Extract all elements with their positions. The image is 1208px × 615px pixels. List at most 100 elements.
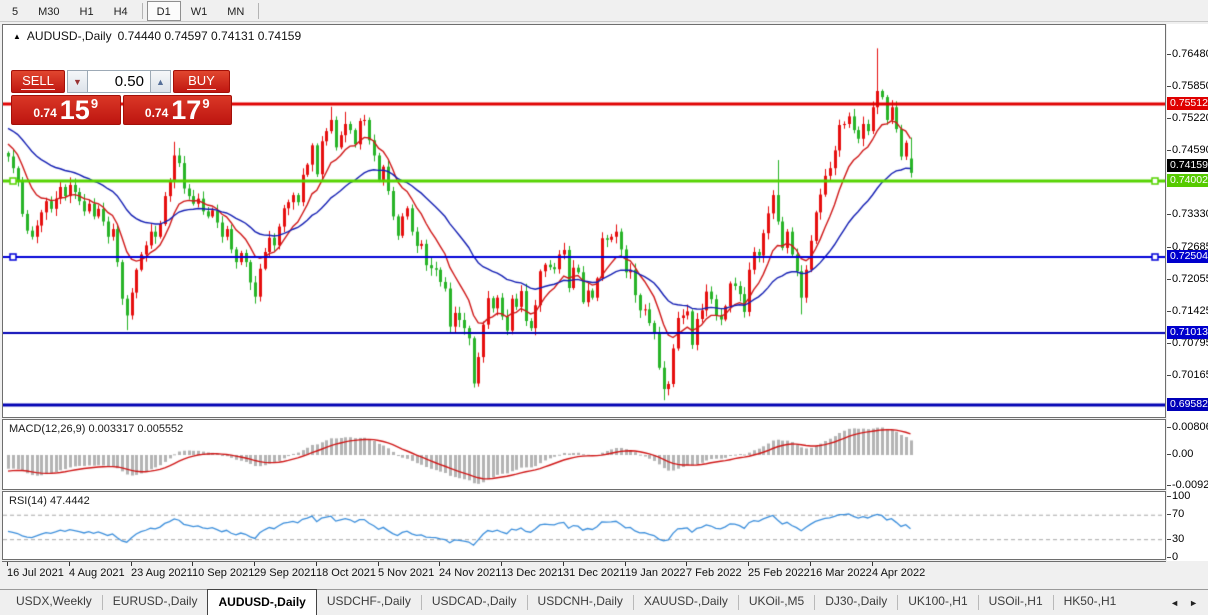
- symbol-tab-EURUSD-Daily[interactable]: EURUSD-,Daily: [112, 594, 198, 608]
- axis-tick-mark: [1167, 514, 1171, 515]
- price-tick-0.70165: 0.70165: [1172, 369, 1208, 381]
- timeframe-button-5[interactable]: 5: [12, 5, 19, 18]
- symbol-tab-AUDUSD-Daily[interactable]: AUDUSD-,Daily: [207, 589, 317, 615]
- axis-tick-mark: [1167, 454, 1171, 455]
- time-label-16-Jul-2021: 16 Jul 2021: [7, 567, 64, 579]
- time-label-10-Sep-2021: 10 Sep 2021: [192, 567, 255, 579]
- symbol-tab-bar: USDX,Weekly EURUSD-,Daily AUDUSD-,Daily USD…: [0, 589, 1208, 615]
- time-tick-mark: [686, 562, 687, 566]
- axis-tick-mark: [1167, 557, 1171, 558]
- volume-input[interactable]: [88, 70, 150, 93]
- rsi-label: RSI(14) 47.4442: [9, 495, 90, 507]
- time-tick-mark: [501, 562, 502, 566]
- symbol-tab-XAUUSD-Daily[interactable]: XAUUSD-,Daily: [643, 594, 728, 608]
- tab-separator: [814, 595, 816, 610]
- axis-tick-mark: [1167, 86, 1171, 87]
- sell-price-box[interactable]: 0.74 15 9: [11, 95, 121, 125]
- main-chart-pane[interactable]: ▲ AUDUSD-,Daily 0.74440 0.74597 0.74131 …: [2, 24, 1166, 418]
- symbol-tab-USDCHF-Daily[interactable]: USDCHF-,Daily: [326, 594, 411, 608]
- tabs-scroll-right-icon[interactable]: ►: [1189, 597, 1198, 608]
- time-tick-mark: [316, 562, 317, 566]
- time-label-4-Apr-2022: 4 Apr 2022: [872, 567, 926, 579]
- rsi-tick-70: 70: [1172, 508, 1185, 520]
- symbol-tab-USDCNH-Daily[interactable]: USDCNH-,Daily: [537, 594, 623, 608]
- timeframe-button-H4[interactable]: H4: [113, 5, 128, 18]
- time-tick-mark: [378, 562, 379, 566]
- tab-separator: [1052, 595, 1054, 610]
- tabs-scroll-left-icon[interactable]: ◄: [1170, 597, 1180, 608]
- chart-ohlc-values: 0.74440 0.74597 0.74131 0.74159: [117, 29, 302, 43]
- time-label-24-Nov-2021: 24 Nov 2021: [439, 567, 502, 579]
- volume-increase-button[interactable]: ▲: [150, 70, 171, 93]
- timeframe-button-W1[interactable]: W1: [190, 5, 208, 18]
- rsi-chart-canvas[interactable]: [3, 492, 1165, 559]
- tab-separator: [977, 595, 979, 610]
- buy-price-small: 0.74: [144, 106, 169, 120]
- tab-separator: [420, 595, 422, 610]
- price-axis[interactable]: 0.76480 0.75850 0.75220 0.74590 0.73330 0.726…: [1167, 24, 1208, 563]
- price-tick-0.72055: 0.72055: [1172, 273, 1208, 285]
- toolbar-separator: [141, 2, 143, 19]
- time-label-31-Dec-2021: 31 Dec 2021: [563, 567, 626, 579]
- macd-tick-0.00: 0.00: [1172, 448, 1194, 460]
- macd-tick-0.008061: 0.008061: [1172, 421, 1208, 433]
- sell-price-pip: 9: [90, 96, 99, 111]
- volume-decrease-button[interactable]: ▼: [67, 70, 88, 93]
- time-tick-mark: [7, 562, 8, 566]
- timeframe-button-M30[interactable]: M30: [38, 5, 60, 18]
- axis-tick-mark: [1167, 427, 1171, 428]
- axis-tick-mark: [1167, 343, 1171, 344]
- axis-tick-mark: [1167, 496, 1171, 497]
- macd-chart-canvas[interactable]: [3, 420, 1165, 489]
- rsi-indicator-pane[interactable]: RSI(14) 47.4442: [2, 491, 1166, 560]
- time-tick-mark: [625, 562, 626, 566]
- price-tick-0.74590: 0.74590: [1172, 144, 1208, 156]
- symbol-tab-UKOil-M5[interactable]: UKOil-,M5: [748, 594, 805, 608]
- symbol-tab-USOil-H1[interactable]: USOil-,H1: [988, 594, 1043, 608]
- tab-separator: [897, 595, 899, 610]
- time-tick-mark: [69, 562, 70, 566]
- time-tick-mark: [563, 562, 564, 566]
- timeframe-button-D1[interactable]: D1: [146, 0, 181, 21]
- time-tick-mark: [439, 562, 440, 566]
- one-click-trading-panel: SELL ▼ ▲ BUY 0.74 15 9 0.74 17 9: [11, 70, 232, 125]
- buy-button[interactable]: BUY: [173, 70, 230, 93]
- symbol-tab-UK100-H1[interactable]: UK100-,H1: [908, 594, 968, 608]
- axis-tick-mark: [1167, 214, 1171, 215]
- rsi-tick-0: 0: [1172, 551, 1179, 563]
- timeframe-toolbar: 5 M30 H1 H4 D1 W1 MN: [0, 0, 1208, 22]
- time-label-13-Dec-2021: 13 Dec 2021: [501, 567, 564, 579]
- sell-button[interactable]: SELL: [11, 70, 65, 93]
- symbol-tab-USDX-Weekly[interactable]: USDX,Weekly: [16, 594, 92, 608]
- price-badge-0.75512: 0.75512: [1167, 97, 1208, 110]
- macd-indicator-pane[interactable]: MACD(12,26,9) 0.003317 0.005552: [2, 419, 1166, 490]
- time-tick-mark: [131, 562, 132, 566]
- axis-tick-mark: [1167, 279, 1171, 280]
- timeframe-button-H1[interactable]: H1: [79, 5, 94, 18]
- price-tick-0.70795: 0.70795: [1172, 337, 1208, 349]
- price-badge-0.74159: 0.74159: [1167, 159, 1208, 172]
- rsi-tick-100: 100: [1172, 490, 1191, 502]
- axis-tick-mark: [1167, 54, 1171, 55]
- price-tick-0.75850: 0.75850: [1172, 80, 1208, 92]
- chart-symbol-period: AUDUSD-,Daily: [26, 29, 112, 43]
- symbol-tab-HK50-H1[interactable]: HK50-,H1: [1063, 594, 1117, 608]
- axis-tick-mark: [1167, 150, 1171, 151]
- collapse-panel-icon[interactable]: ▲: [13, 31, 21, 41]
- rsi-tick-30: 30: [1172, 533, 1185, 545]
- tab-separator: [737, 595, 739, 610]
- symbol-tab-DJ30-Daily[interactable]: DJ30-,Daily: [825, 594, 888, 608]
- buy-price-box[interactable]: 0.74 17 9: [122, 95, 232, 125]
- toolbar-separator: [258, 2, 260, 19]
- time-axis[interactable]: 16 Jul 2021 4 Aug 2021 23 Aug 2021 10 Sep 2…: [2, 561, 1166, 587]
- time-tick-mark: [872, 562, 873, 566]
- symbol-tab-USDCAD-Daily[interactable]: USDCAD-,Daily: [431, 594, 517, 608]
- axis-tick-mark: [1167, 539, 1171, 540]
- tab-separator: [526, 595, 528, 610]
- time-label-25-Feb-2022: 25 Feb 2022: [748, 567, 810, 579]
- price-badge-0.69582: 0.69582: [1167, 398, 1208, 411]
- time-label-4-Aug-2021: 4 Aug 2021: [69, 567, 125, 579]
- time-tick-mark: [748, 562, 749, 566]
- timeframe-button-MN[interactable]: MN: [227, 5, 245, 18]
- price-badge-0.72504: 0.72504: [1167, 250, 1208, 263]
